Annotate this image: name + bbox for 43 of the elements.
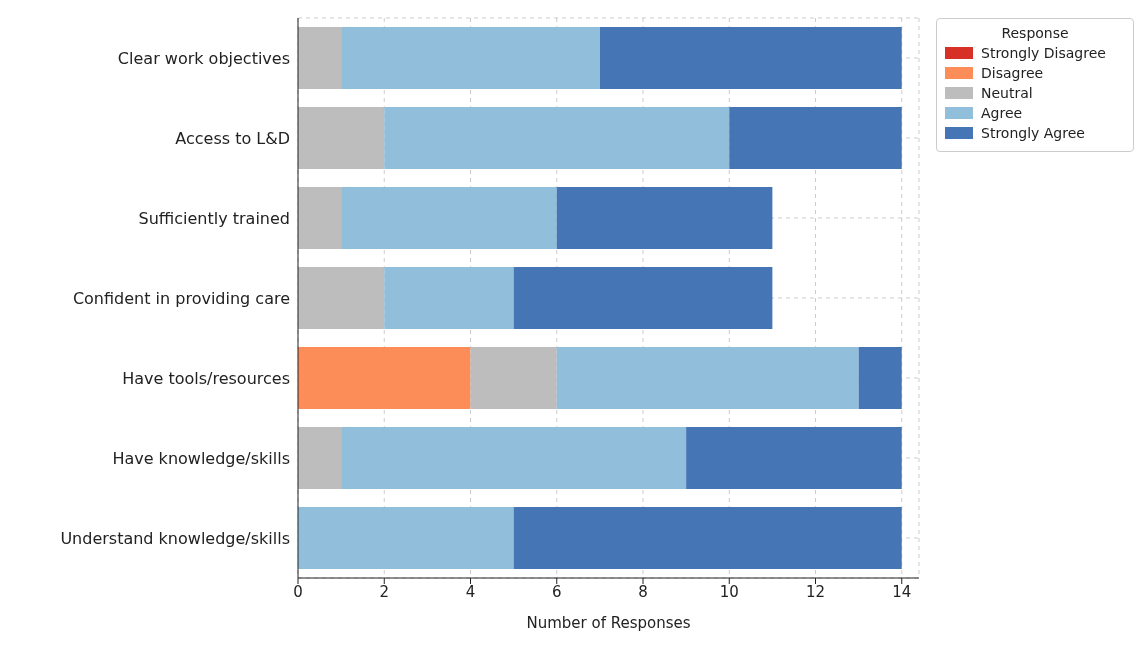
bar [384,107,730,169]
y-tick-label: Access to L&D [175,128,290,148]
bar [298,427,342,489]
bar [556,187,773,249]
bar [341,187,557,249]
x-tick-label: 10 [719,582,739,601]
legend-label: Neutral [981,85,1033,101]
x-axis-title: Number of Responses [526,614,691,632]
bar [513,507,902,569]
y-tick-label: Have tools/resources [122,368,290,388]
bar [686,427,902,489]
bar [341,27,600,89]
y-tick-label: Clear work objectives [117,48,290,68]
y-tick-label: Confident in providing care [72,288,290,308]
bar [298,107,385,169]
y-tick-label: Sufficiently trained [138,208,290,228]
bar [298,27,342,89]
bar [298,347,471,409]
bar [470,347,557,409]
bar [858,347,902,409]
x-tick-label: 14 [892,582,912,601]
x-tick-label: 4 [465,582,476,601]
bar [341,427,687,489]
bar [384,267,514,329]
legend-label: Disagree [981,65,1044,81]
x-tick-label: 6 [551,582,562,601]
bar [599,27,902,89]
bar [298,187,342,249]
bar [729,107,902,169]
x-tick-label: 12 [805,582,826,601]
x-tick-label: 0 [293,582,303,601]
legend-label: Strongly Disagree [981,45,1106,61]
y-tick-label: Have knowledge/skills [112,448,290,468]
legend-label: Agree [981,105,1023,121]
y-tick-label: Understand knowledge/skills [60,528,290,548]
legend-title: Response [1000,25,1070,41]
bar [556,347,859,409]
bar [298,267,385,329]
legend-label: Strongly Agree [981,125,1085,141]
bar [513,267,773,329]
x-tick-label: 8 [638,582,648,601]
x-tick-label: 2 [379,582,390,601]
bar [298,507,514,569]
